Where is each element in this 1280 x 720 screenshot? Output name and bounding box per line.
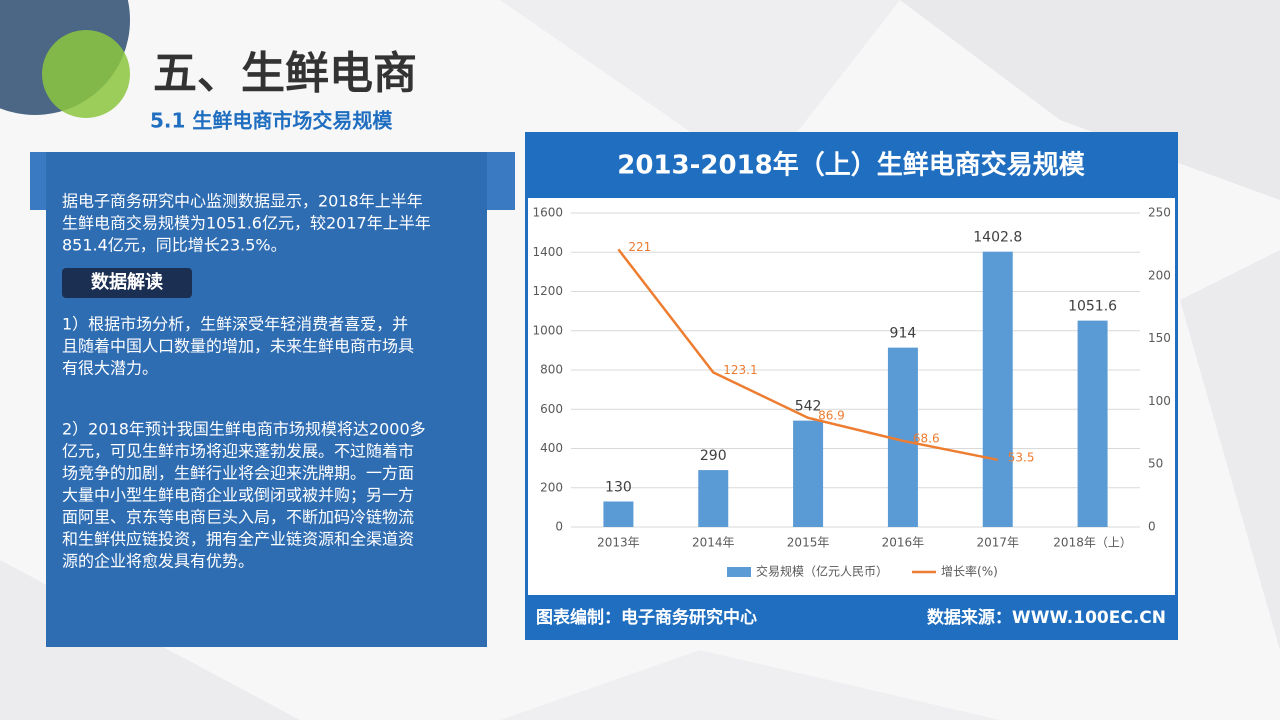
y-tick-label: 1400 (532, 245, 563, 259)
y-tick-label: 800 (540, 363, 563, 377)
bg-shape (1180, 250, 1280, 650)
line-label: 86.9 (818, 408, 845, 422)
x-tick-label: 2018年（上） (1053, 536, 1132, 550)
paragraph-line: 亿元，可见生鲜市场将迎来蓬勃发展。不过随着市 (62, 442, 414, 461)
y-tick-label: 1600 (532, 206, 563, 220)
y-tick-label: 1200 (532, 284, 563, 298)
line-label: 123.1 (723, 363, 757, 377)
y-tick-label: 200 (540, 480, 563, 494)
y-tick-label: 0 (555, 520, 563, 534)
x-tick-label: 2013年 (597, 536, 640, 550)
legend-label: 增长率(%) (941, 564, 998, 579)
x-tick-label: 2016年 (882, 536, 925, 550)
bar-label: 542 (795, 399, 822, 415)
footer-left: 图表编制：电子商务研究中心 (536, 607, 757, 628)
y2-tick-label: 250 (1148, 206, 1171, 220)
slide-title: 五、生鲜电商 (153, 48, 417, 99)
x-tick-label: 2015年 (787, 536, 830, 550)
text-panel (46, 152, 487, 647)
y2-tick-label: 150 (1148, 331, 1171, 345)
bar-label: 914 (890, 326, 917, 342)
y2-tick-label: 100 (1148, 394, 1171, 408)
bar (982, 251, 1013, 527)
bar (793, 420, 824, 527)
footer-right: 数据来源：WWW.100EC.CN (927, 607, 1166, 628)
paragraph-line: 有很大潜力。 (62, 359, 158, 378)
x-tick-label: 2017年 (976, 536, 1019, 550)
badge (62, 268, 192, 298)
chart-title: 2013-2018年（上）生鲜电商交易规模 (617, 150, 1086, 181)
badge-text: 数据解读 (91, 271, 163, 293)
bar (1077, 320, 1108, 527)
bar (698, 470, 729, 527)
line (617, 248, 998, 462)
y-tick-label: 600 (540, 402, 563, 416)
paragraph-line: 2）2018年预计我国生鲜电商市场规模将达2000多 (62, 420, 426, 439)
line-label: 53.5 (1008, 450, 1035, 464)
paragraph-line: 面阿里、京东等电商巨头入局，不断加码冷链物流 (62, 508, 414, 527)
bg-shape (900, 0, 1280, 200)
bg-shape (500, 0, 900, 180)
paragraph-line: 生鲜电商交易规模为1051.6亿元，较2017年上半年 (62, 214, 431, 233)
plot-bg (528, 198, 1175, 595)
slide-subtitle: 5.1 生鲜电商市场交易规模 (150, 109, 393, 133)
bar-label: 130 (605, 479, 632, 495)
paragraph-line: 大量中小型生鲜电商企业或倒闭或被并购；另一方 (62, 486, 414, 505)
paragraph-line: 1）根据市场分析，生鲜深受年轻消费者喜爱，并 (62, 315, 408, 334)
bar-label: 290 (700, 448, 727, 464)
paragraph-line: 且随着中国人口数量的增加，未来生鲜电商市场具 (62, 337, 414, 356)
paragraph-line: 据电子商务研究中心监测数据显示，2018年上半年 (62, 192, 423, 211)
paragraph-line: 场竞争的加剧，生鲜行业将会迎来洗牌期。一方面 (62, 464, 414, 483)
bg-shape (500, 650, 1000, 720)
legend-swatch (727, 567, 751, 577)
y2-tick-label: 50 (1148, 457, 1163, 471)
bar-label: 1051.6 (1068, 299, 1117, 315)
y-tick-label: 400 (540, 441, 563, 455)
bar-label: 1402.8 (973, 230, 1022, 246)
paragraph-line: 源的企业将愈发具有优势。 (62, 552, 254, 571)
line-label: 68.6 (913, 431, 940, 445)
bar (603, 501, 634, 527)
paragraph-line: 851.4亿元，同比增长23.5%。 (62, 236, 287, 255)
line-label: 221 (628, 240, 651, 254)
legend-label: 交易规模（亿元人民币） (756, 564, 888, 579)
y2-tick-label: 200 (1148, 268, 1171, 282)
paragraph-line: 和生鲜供应链投资，拥有全产业链资源和全渠道资 (62, 530, 414, 549)
x-tick-label: 2014年 (692, 536, 735, 550)
y-tick-label: 1000 (532, 323, 563, 337)
deco-circle (42, 30, 130, 118)
y2-tick-label: 0 (1148, 520, 1156, 534)
